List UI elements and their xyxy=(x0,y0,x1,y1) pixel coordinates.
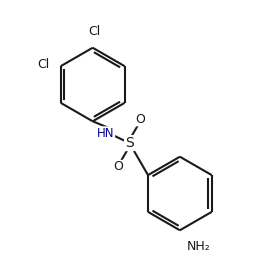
Text: Cl: Cl xyxy=(88,25,100,38)
Text: HN: HN xyxy=(97,127,114,140)
Text: S: S xyxy=(125,136,134,150)
Text: NH₂: NH₂ xyxy=(187,240,210,253)
Text: Cl: Cl xyxy=(38,58,50,71)
Text: O: O xyxy=(135,113,145,126)
Text: O: O xyxy=(114,160,123,173)
